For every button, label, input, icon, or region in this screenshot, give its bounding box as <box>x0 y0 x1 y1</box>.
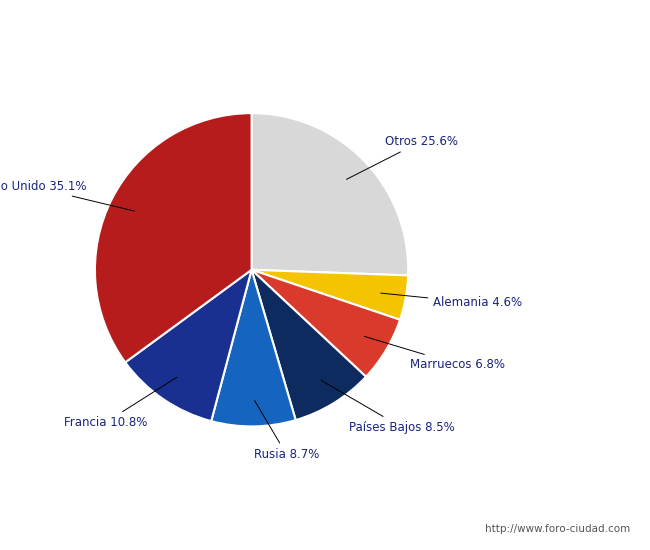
Text: Otros 25.6%: Otros 25.6% <box>346 135 458 179</box>
Wedge shape <box>252 270 366 420</box>
Text: Alemania 4.6%: Alemania 4.6% <box>381 293 523 310</box>
Text: http://www.foro-ciudad.com: http://www.foro-ciudad.com <box>486 524 630 534</box>
Text: Francia 10.8%: Francia 10.8% <box>64 377 177 429</box>
Text: Rusia 8.7%: Rusia 8.7% <box>254 400 319 461</box>
Wedge shape <box>95 113 252 362</box>
Wedge shape <box>252 113 408 276</box>
Wedge shape <box>125 270 252 421</box>
Text: Países Bajos 8.5%: Países Bajos 8.5% <box>321 381 454 433</box>
Text: Marruecos 6.8%: Marruecos 6.8% <box>365 337 505 371</box>
Text: Reino Unido 35.1%: Reino Unido 35.1% <box>0 180 135 211</box>
Text: Cocentaina - Turistas extranjeros según país - Abril de 2024: Cocentaina - Turistas extranjeros según … <box>68 16 582 33</box>
Wedge shape <box>252 270 408 320</box>
Wedge shape <box>252 270 400 377</box>
Wedge shape <box>211 270 296 426</box>
